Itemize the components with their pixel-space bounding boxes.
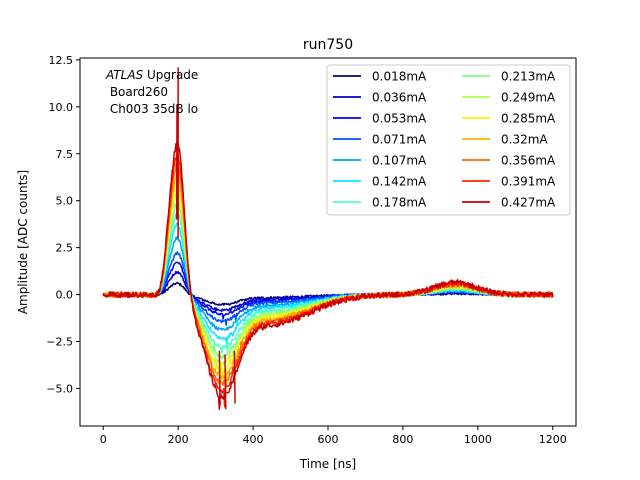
annotation: ATLAS Upgrade Board260 Ch003 35dB lo [105, 68, 198, 116]
legend-label: 0.427mA [501, 196, 556, 210]
legend-label: 0.018mA [372, 70, 427, 84]
series-line-0.427mA [102, 67, 554, 411]
y-tick-label: 12.5 [49, 54, 74, 67]
annotation-upgrade: Upgrade [143, 68, 198, 82]
legend-label: 0.249mA [501, 91, 556, 105]
y-tick-label: 10.0 [49, 101, 74, 114]
x-tick-label: 400 [243, 433, 264, 446]
x-tick-label: 1200 [539, 433, 567, 446]
annotation-atlas: ATLAS [105, 68, 144, 82]
y-axis: −5.0 −2.5 0.0 2.5 5.0 7.5 10.0 12.5 [46, 54, 80, 395]
x-tick-label: 0 [100, 433, 107, 446]
legend-label: 0.142mA [372, 175, 427, 189]
x-axis-label: Time [ns] [299, 457, 356, 471]
y-tick-label: 2.5 [56, 242, 74, 255]
y-tick-label: 7.5 [56, 148, 74, 161]
legend-label: 0.071mA [372, 133, 427, 147]
x-tick-label: 800 [392, 433, 413, 446]
legend-label: 0.213mA [501, 70, 556, 84]
legend-label: 0.107mA [372, 154, 427, 168]
legend-label: 0.356mA [501, 154, 556, 168]
y-tick-label: 5.0 [56, 195, 74, 208]
legend-label: 0.053mA [372, 112, 427, 126]
x-tick-label: 1000 [464, 433, 492, 446]
chart-title: run750 [303, 37, 353, 53]
y-tick-label: 0.0 [56, 289, 74, 302]
annotation-line-1: ATLAS Upgrade [105, 68, 198, 82]
legend: 0.018mA 0.036mA 0.053mA 0.071mA 0.107mA 0.142… [326, 64, 571, 216]
legend-box [326, 64, 571, 216]
series-layer [102, 67, 554, 411]
x-tick-label: 600 [318, 433, 339, 446]
legend-label: 0.391mA [501, 175, 556, 189]
annotation-line-3: Ch003 35dB lo [106, 102, 198, 116]
legend-label: 0.178mA [372, 196, 427, 210]
legend-label: 0.285mA [501, 112, 556, 126]
y-tick-label: −5.0 [46, 382, 73, 395]
y-tick-label: −2.5 [46, 336, 73, 349]
y-axis-label: Amplitude [ADC counts] [16, 170, 30, 314]
x-axis: 0 200 400 600 800 1000 1200 [100, 426, 567, 446]
legend-label: 0.32mA [501, 133, 548, 147]
x-tick-label: 200 [168, 433, 189, 446]
annotation-line-2: Board260 [106, 85, 168, 99]
legend-label: 0.036mA [372, 91, 427, 105]
